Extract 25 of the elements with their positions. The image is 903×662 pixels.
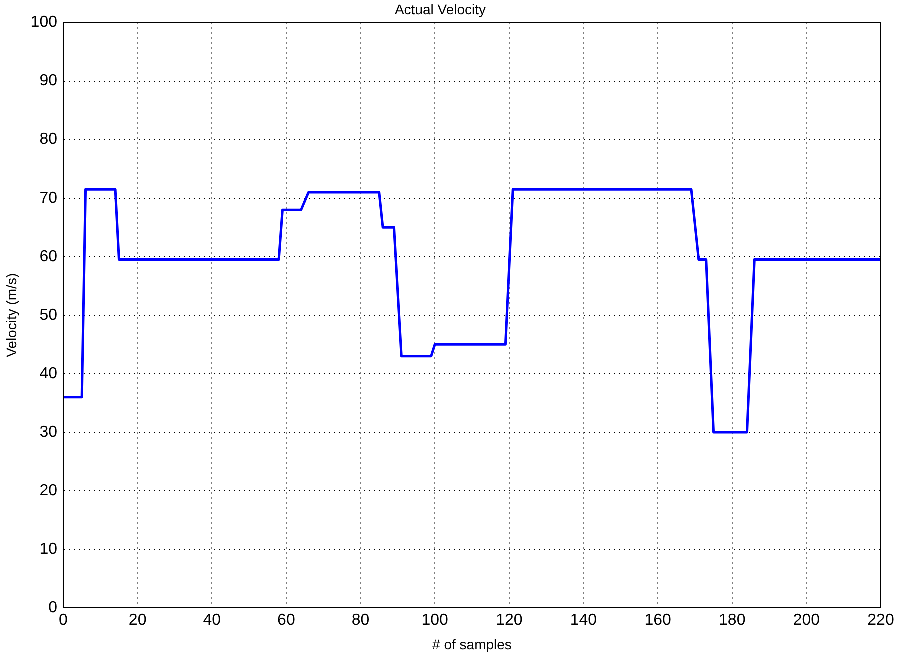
x-tick-label: 40: [203, 612, 222, 630]
x-tick-label: 140: [570, 612, 598, 630]
y-tick-label: 0: [48, 599, 58, 616]
x-tick-label: 60: [278, 612, 296, 630]
y-tick-label: 60: [40, 248, 58, 266]
y-tick-label: 90: [40, 72, 58, 90]
chart-title: Actual Velocity: [394, 1, 486, 18]
x-tick-label: 80: [352, 612, 370, 630]
y-tick-label: 100: [30, 14, 58, 32]
y-axis-title: Velocity (m/s): [3, 273, 20, 358]
y-tick-label: 30: [40, 424, 58, 441]
y-tick-label: 20: [40, 482, 58, 500]
x-tick-label: 120: [496, 612, 523, 630]
x-tick-label: 20: [128, 612, 147, 630]
y-tick-label: 80: [40, 131, 58, 148]
y-tick-label: 50: [40, 306, 58, 324]
x-tick-label: 160: [644, 612, 672, 630]
y-tick-label: 10: [40, 540, 58, 558]
x-tick-label: 220: [868, 612, 894, 630]
y-tick-label: 70: [40, 190, 58, 207]
x-tick-label: 200: [793, 612, 820, 630]
y-tick-label: 40: [40, 365, 58, 382]
x-axis-title: # of samples: [432, 636, 512, 652]
x-tick-label: 180: [719, 612, 746, 630]
x-tick-label: 100: [422, 612, 449, 630]
